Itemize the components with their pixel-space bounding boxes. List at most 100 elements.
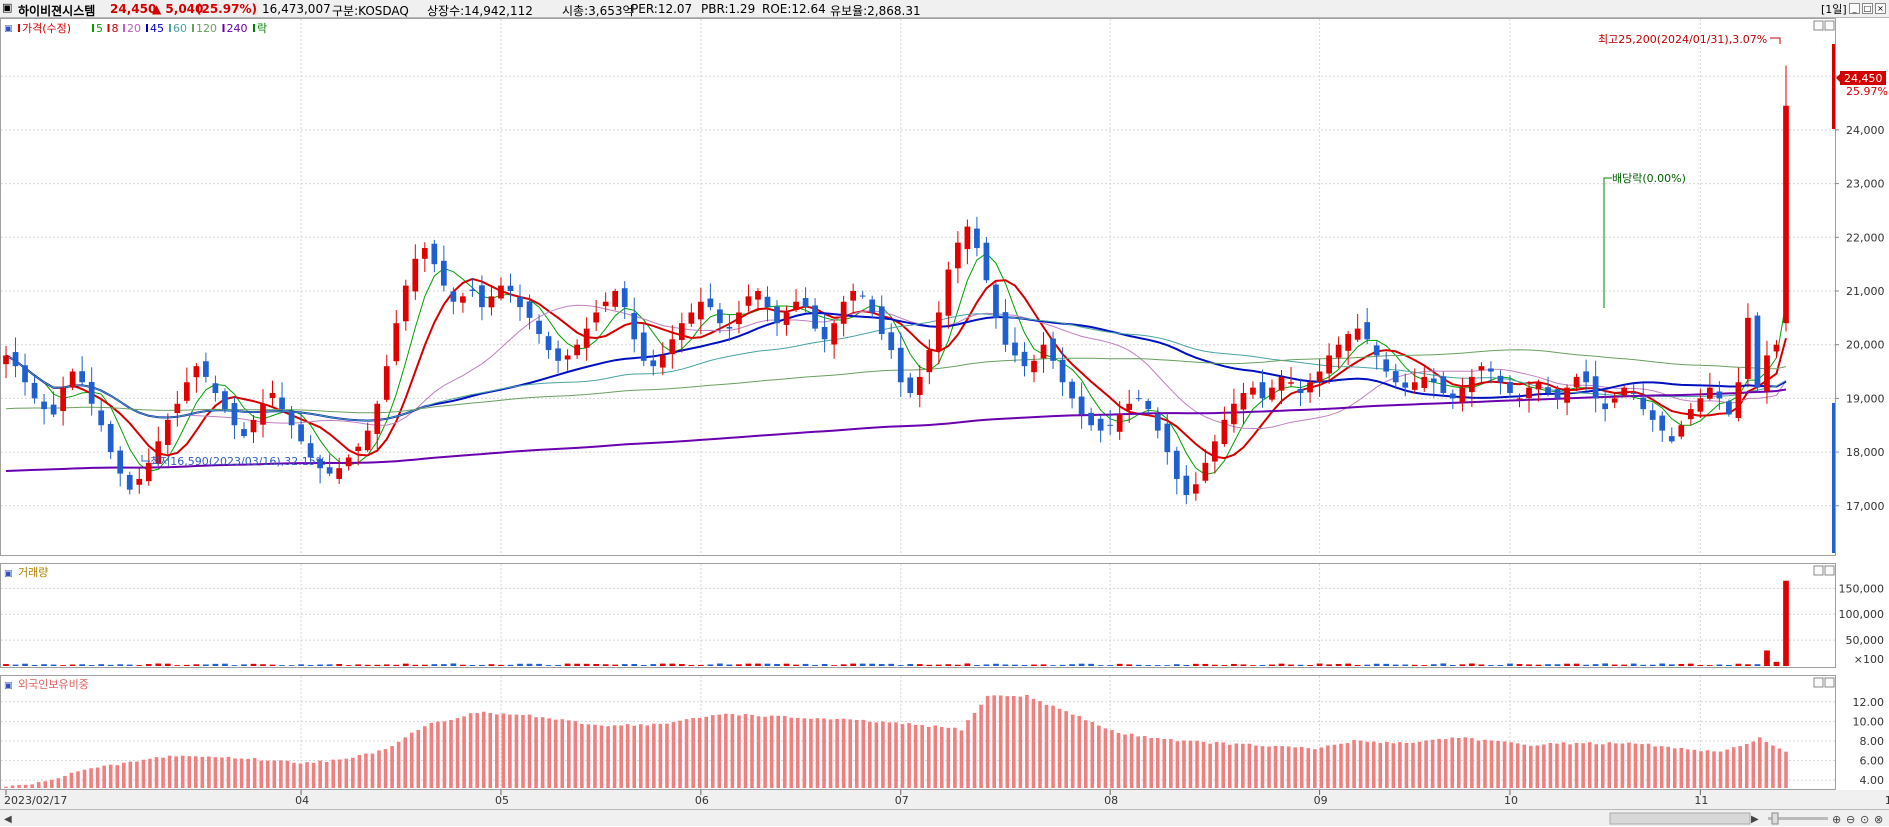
candle-body-106 bbox=[1012, 342, 1018, 356]
foreign-tick-label-2: 8.00 bbox=[1860, 735, 1885, 748]
volume-bar-127 bbox=[1212, 664, 1218, 666]
candle-body-105 bbox=[1002, 312, 1009, 345]
price-panel-close-button[interactable] bbox=[1824, 20, 1835, 31]
candle-body-119 bbox=[1135, 398, 1142, 400]
foreign-bar-44 bbox=[292, 762, 296, 788]
volume-bar-161 bbox=[1535, 664, 1542, 666]
candle-body-116 bbox=[1107, 424, 1114, 426]
foreign-bar-130 bbox=[854, 719, 859, 788]
volume-bar-112 bbox=[1069, 664, 1075, 666]
volume-bar-96 bbox=[916, 664, 923, 666]
foreign-bar-271 bbox=[1777, 748, 1782, 788]
volume-bar-64 bbox=[612, 664, 619, 666]
foreign-panel-close-button[interactable] bbox=[1824, 677, 1835, 688]
zoom-in-icon[interactable]: ⊕ bbox=[1832, 813, 1841, 826]
candle-body-161 bbox=[1535, 382, 1542, 390]
legend-label-1: 5 bbox=[96, 22, 103, 35]
candle-body-152 bbox=[1449, 393, 1456, 399]
price-tick-label-6: 23,000 bbox=[1846, 178, 1885, 191]
zoom-slider-thumb[interactable] bbox=[1771, 812, 1779, 825]
candle-body-64 bbox=[612, 291, 619, 307]
zoom-slider-track[interactable] bbox=[1768, 817, 1828, 820]
volume-bar-185 bbox=[1764, 650, 1770, 666]
foreign-bar-234 bbox=[1535, 745, 1540, 788]
volume-bar-157 bbox=[1497, 665, 1504, 666]
bottom-scroll-bar: ◀ ▶ ⊕ ⊖ ⊙ ⊗ bbox=[0, 809, 1889, 826]
candle-body-166 bbox=[1583, 371, 1589, 383]
foreign-bar-252 bbox=[1653, 746, 1657, 788]
scroll-right-icon[interactable]: ▶ bbox=[1751, 814, 1759, 825]
foreign-bar-214 bbox=[1404, 742, 1409, 788]
foreign-bar-115 bbox=[756, 716, 761, 788]
volume-bar-25 bbox=[241, 664, 247, 666]
volume-bar-102 bbox=[974, 665, 980, 666]
x-label-8: 11 bbox=[1694, 794, 1708, 807]
candle-body-148 bbox=[1411, 382, 1418, 390]
close-button[interactable]: × bbox=[1875, 3, 1886, 14]
foreign-bar-62 bbox=[409, 732, 414, 788]
candle-body-6 bbox=[60, 387, 66, 411]
foreign-panel-max-button[interactable] bbox=[1813, 677, 1824, 688]
scrollbar-thumb[interactable] bbox=[1609, 812, 1751, 825]
volume-bar-9 bbox=[88, 665, 95, 666]
volume-bar-23 bbox=[222, 663, 228, 666]
volume-bar-181 bbox=[1726, 664, 1732, 666]
volume-bar-93 bbox=[888, 663, 895, 666]
foreign-bar-14 bbox=[95, 767, 100, 788]
legend-label-6: 120 bbox=[196, 22, 217, 35]
foreign-bar-141 bbox=[926, 726, 931, 788]
candle-body-7 bbox=[69, 371, 76, 388]
volume-bar-60 bbox=[574, 663, 580, 666]
candle-body-88 bbox=[840, 301, 847, 324]
foreign-bar-228 bbox=[1496, 740, 1500, 788]
foreign-bar-48 bbox=[318, 760, 322, 788]
foreign-bar-182 bbox=[1195, 740, 1199, 788]
volume-bar-145 bbox=[1383, 663, 1390, 666]
stock-chart[interactable]: 17,000 18,000 19,000 20,000 21,000 22,000 23,0… bbox=[0, 18, 1889, 809]
foreign-bar-108 bbox=[710, 715, 715, 788]
menu-icon[interactable]: ▣ bbox=[2, 1, 13, 14]
volume-bar-69 bbox=[659, 663, 666, 666]
foreign-bar-266 bbox=[1744, 743, 1749, 788]
volume-panel-max-button[interactable] bbox=[1813, 565, 1824, 576]
foreign-bar-221 bbox=[1450, 737, 1455, 788]
foreign-bar-173 bbox=[1136, 736, 1140, 788]
candle-body-165 bbox=[1573, 376, 1580, 388]
volume-bar-6 bbox=[60, 665, 66, 666]
scroll-left-icon[interactable]: ◀ bbox=[4, 814, 12, 825]
foreign-bar-233 bbox=[1528, 745, 1533, 788]
volume-bar-160 bbox=[1526, 664, 1532, 666]
volume-bar-46 bbox=[441, 664, 447, 666]
foreign-bar-186 bbox=[1221, 742, 1226, 788]
candle-body-49 bbox=[469, 289, 476, 291]
foreign-bar-105 bbox=[691, 717, 695, 788]
foreign-bar-114 bbox=[750, 714, 754, 788]
zoom-reset-icon[interactable]: ⊙ bbox=[1860, 813, 1869, 826]
foreign-bar-56 bbox=[370, 753, 375, 788]
candle-body-120 bbox=[1145, 400, 1152, 410]
period-selector[interactable]: [1일] bbox=[1821, 3, 1847, 16]
foreign-bar-91 bbox=[599, 725, 604, 788]
foreign-bar-146 bbox=[959, 730, 964, 788]
price-panel-max-button[interactable] bbox=[1813, 20, 1824, 31]
candle-body-110 bbox=[1050, 338, 1056, 361]
volume-panel-close-button[interactable] bbox=[1824, 565, 1835, 576]
volume-bar-58 bbox=[555, 664, 561, 666]
maximize-button[interactable]: □ bbox=[1862, 3, 1873, 14]
stock-market-cap: 시총:3,653억 bbox=[562, 4, 634, 18]
candle-body-33 bbox=[317, 458, 323, 469]
volume-bar-78 bbox=[745, 663, 752, 666]
volume-bar-111 bbox=[1059, 664, 1066, 666]
zoom-out-icon[interactable]: ⊖ bbox=[1846, 813, 1855, 826]
volume-bar-109 bbox=[1040, 664, 1047, 666]
foreign-bar-154 bbox=[1011, 696, 1016, 788]
foreign-bar-151 bbox=[992, 695, 996, 788]
volume-bar-149 bbox=[1421, 665, 1428, 666]
zoom-full-icon[interactable]: ⊗ bbox=[1874, 813, 1883, 826]
foreign-bar-218 bbox=[1430, 739, 1435, 788]
foreign-bar-47 bbox=[311, 762, 316, 788]
volume-bar-154 bbox=[1469, 663, 1475, 666]
candle-body-48 bbox=[460, 296, 466, 303]
foreign-bar-120 bbox=[789, 717, 794, 788]
minimize-button[interactable]: _ bbox=[1849, 3, 1860, 14]
